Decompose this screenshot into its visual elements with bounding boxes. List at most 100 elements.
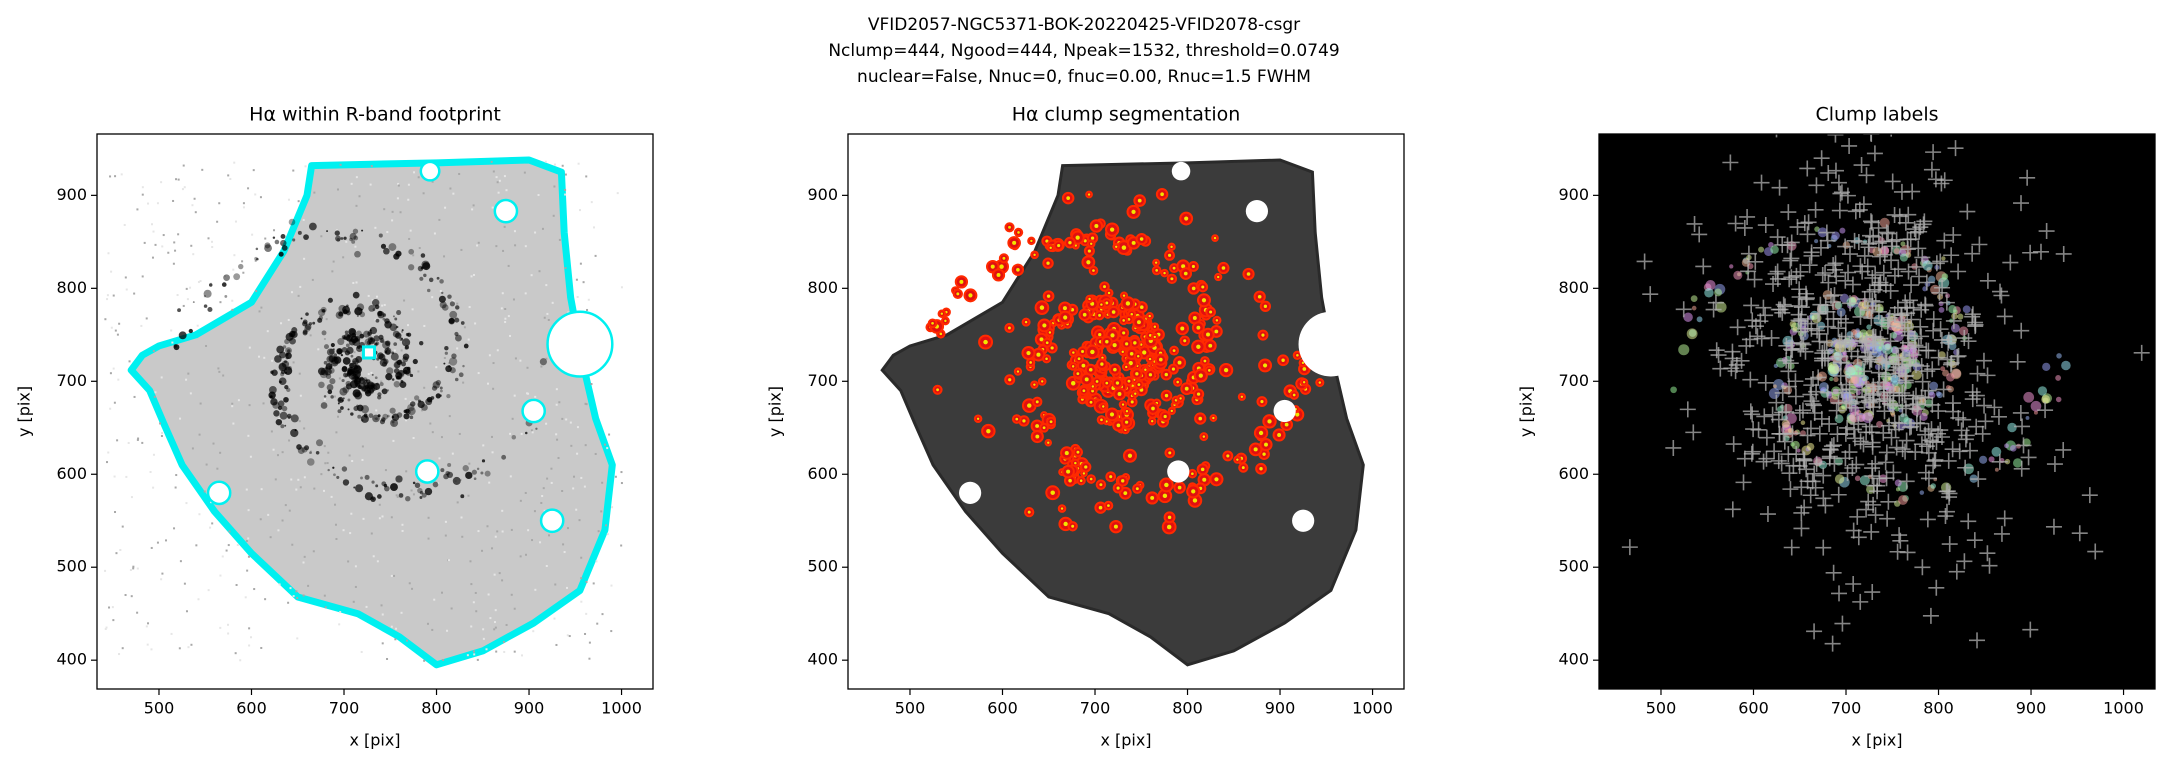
noise (491, 547, 494, 550)
noise (189, 392, 192, 395)
clump-peak (1151, 406, 1155, 411)
emission-knot (427, 288, 431, 293)
peak-marker (1815, 539, 1832, 556)
noise (513, 650, 516, 653)
emission-knot (281, 405, 288, 412)
peak-marker (1739, 208, 1756, 225)
clump-peak (1236, 458, 1239, 461)
peak-marker (1774, 304, 1791, 321)
emission-knot (274, 239, 280, 245)
noise (490, 435, 493, 438)
noise (469, 560, 472, 563)
emission-knot (274, 355, 282, 363)
clump-peak (1090, 242, 1093, 245)
clump-label (2042, 362, 2051, 371)
peak-marker (1819, 384, 1836, 401)
emission-knot (421, 492, 427, 498)
peak-marker (1865, 228, 1882, 245)
peak-marker (1757, 374, 1774, 391)
peak-marker (1755, 453, 1772, 470)
clump-label (1831, 231, 1840, 240)
emission-knot (327, 468, 330, 472)
peak-marker (1937, 508, 1954, 525)
peak-marker (1773, 455, 1790, 472)
emission-knot (448, 317, 455, 324)
clump-peak (1167, 253, 1172, 257)
y-axis-label: y [pix] (1517, 386, 1536, 437)
noise (525, 553, 528, 556)
clump-label (1963, 463, 1974, 475)
peak-marker (1941, 536, 1958, 553)
clump-peak (1214, 329, 1219, 334)
noise (585, 403, 588, 406)
emission-knot (454, 317, 460, 323)
peak-marker (1913, 301, 1930, 318)
clump-peak (1163, 271, 1166, 275)
clump-label (1948, 305, 1957, 314)
emission-knot (304, 323, 312, 331)
clump-peak (1039, 305, 1045, 310)
noise (558, 238, 561, 241)
peak-marker (1977, 413, 1994, 430)
clump-peak (1063, 521, 1068, 527)
noise (292, 361, 295, 364)
peak-marker (1903, 311, 1920, 328)
clump-peak (1154, 261, 1158, 264)
noise (584, 632, 587, 635)
noise (229, 177, 232, 180)
peak-marker (1945, 312, 1962, 329)
noise (350, 512, 353, 515)
emission-knot (315, 451, 320, 455)
noise (150, 546, 153, 549)
peak-marker (1806, 623, 1823, 640)
clump-label (1686, 328, 1698, 340)
noise (242, 202, 245, 205)
emission-knot (288, 333, 293, 338)
peak-marker (1996, 308, 2013, 325)
peak-marker (1843, 395, 1860, 412)
peak-marker (1724, 501, 1741, 518)
noise (545, 564, 548, 567)
emission-knot (394, 317, 398, 321)
noise (246, 569, 249, 572)
noise (514, 357, 517, 360)
noise (513, 230, 516, 233)
clump-label (1690, 295, 1698, 303)
noise (614, 475, 617, 478)
noise (121, 647, 124, 650)
clump-peak (1099, 483, 1103, 487)
noise (575, 508, 578, 511)
peak-marker (1968, 387, 1985, 404)
clump-label (1854, 475, 1861, 482)
noise (433, 232, 436, 235)
noise (564, 173, 567, 176)
noise (488, 354, 491, 357)
clump-peak (1064, 451, 1069, 456)
clump-peak (1139, 237, 1144, 241)
noise (610, 630, 613, 633)
clump-peak (1135, 372, 1139, 376)
clump-label (1938, 277, 1950, 289)
noise (199, 402, 202, 405)
peak-marker (1971, 236, 1988, 253)
peak-marker (1986, 399, 2003, 416)
peak-marker (2087, 543, 2104, 560)
noise (297, 294, 300, 297)
noise (460, 516, 463, 519)
noise (534, 588, 537, 591)
y-tick-label: 600 (56, 464, 87, 483)
noise (496, 181, 499, 184)
clump-label (1922, 260, 1933, 271)
clump-label (1850, 375, 1860, 385)
emission-knot (346, 304, 349, 308)
emission-knot (404, 408, 410, 414)
noise (534, 231, 537, 234)
x-tick-label: 600 (1738, 699, 1769, 718)
emission-knot (287, 416, 291, 420)
peak-marker (1960, 333, 1977, 350)
clump-peak (986, 428, 991, 434)
noise (248, 627, 251, 630)
peak-marker (2055, 441, 2072, 458)
nucleus-mask (361, 345, 377, 360)
emission-knot (408, 248, 415, 255)
